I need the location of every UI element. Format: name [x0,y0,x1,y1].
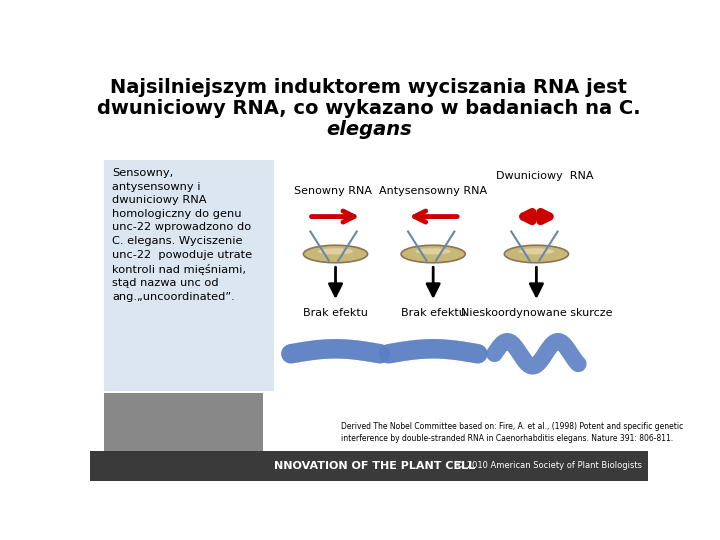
Text: elegans: elegans [326,120,412,139]
Ellipse shape [401,245,465,263]
Ellipse shape [518,248,554,254]
Text: Derived The Nobel Committee based on: Fire, A. et al., (1998) Potent and specifi: Derived The Nobel Committee based on: Fi… [341,422,683,443]
Text: dwuniciowy RNA, co wykazano w badaniach na C.: dwuniciowy RNA, co wykazano w badaniach … [97,99,641,118]
Text: Najsilniejszym induktorem wyciszania RNA jest: Najsilniejszym induktorem wyciszania RNA… [110,78,628,97]
Text: Brak efektu: Brak efektu [303,308,368,318]
Text: Craig Mello: Craig Mello [184,458,235,467]
Ellipse shape [303,245,368,263]
FancyBboxPatch shape [104,160,274,391]
Text: Antysensowny RNA: Antysensowny RNA [379,186,487,196]
Text: Andrew Fire: Andrew Fire [102,458,156,467]
Text: Sensowny,
antysensowny i
dwuniciowy RNA
homologiczny do genu
unc-22 wprowadzono : Sensowny, antysensowny i dwuniciowy RNA … [112,168,253,302]
Bar [104,393,263,454]
Text: NNOVATION OF THE PLANT CELL: NNOVATION OF THE PLANT CELL [274,461,475,471]
Ellipse shape [504,245,569,263]
Ellipse shape [318,248,354,254]
Text: © 2010 American Society of Plant Biologists: © 2010 American Society of Plant Biologi… [456,461,642,470]
Text: Dwuniciowy  RNA: Dwuniciowy RNA [496,171,593,181]
Text: Nieskoordynowane skurcze: Nieskoordynowane skurcze [461,308,612,318]
Text: Senowny RNA: Senowny RNA [294,186,372,196]
Text: Brak efektu: Brak efektu [401,308,466,318]
Bar [90,451,648,481]
Ellipse shape [415,248,451,254]
